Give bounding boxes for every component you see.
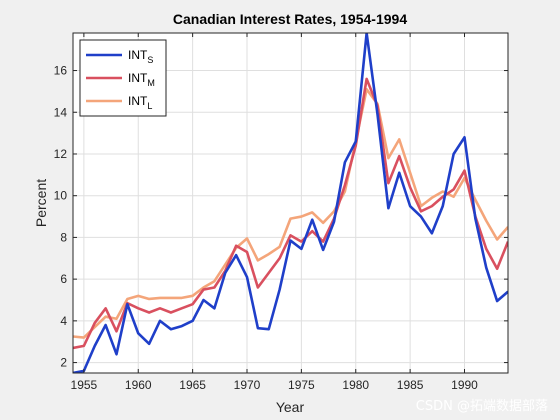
series-lines bbox=[73, 33, 508, 373]
y-axis-label: Percent bbox=[33, 179, 49, 227]
x-tick-label: 1965 bbox=[179, 378, 206, 392]
legend-label-subscript: M bbox=[147, 78, 155, 88]
series-line-l bbox=[73, 88, 508, 339]
y-tick-label: 10 bbox=[54, 189, 68, 203]
y-tick-label: 4 bbox=[60, 314, 67, 328]
x-tick-label: 1955 bbox=[71, 378, 98, 392]
series-line-m bbox=[73, 77, 508, 350]
legend-label-text: INT bbox=[128, 48, 148, 62]
x-tick-label: 1980 bbox=[342, 378, 369, 392]
x-tick-label: 1975 bbox=[288, 378, 315, 392]
y-tick-label: 8 bbox=[60, 230, 67, 244]
y-tick-label: 16 bbox=[54, 64, 68, 78]
y-tick-label: 6 bbox=[60, 272, 67, 286]
ticks: 1955 1960 1965 1970 1975 1980 1985 1990 2 4 6 8 10 12… bbox=[54, 33, 508, 392]
axes-box bbox=[72, 32, 509, 374]
y-tick-label: 14 bbox=[54, 105, 68, 119]
x-tick-label: 1960 bbox=[125, 378, 152, 392]
x-tick-label: 1970 bbox=[234, 378, 261, 392]
legend-label: INTS bbox=[128, 48, 153, 65]
x-tick-label: 1990 bbox=[451, 378, 478, 392]
series-line-s bbox=[73, 33, 508, 373]
watermark-text: CSDN @拓端数据部落 bbox=[416, 399, 548, 414]
legend-label-text: INT bbox=[128, 71, 148, 85]
y-tick-label: 12 bbox=[54, 147, 68, 161]
legend-label-subscript: L bbox=[147, 101, 152, 111]
y-tick-label: 2 bbox=[60, 356, 67, 370]
x-tick-label: 1985 bbox=[397, 378, 424, 392]
legend-label-subscript: S bbox=[147, 55, 153, 65]
legend-label: INTL bbox=[128, 94, 152, 111]
x-axis-label: Year bbox=[276, 399, 305, 415]
legend-label: INTM bbox=[128, 71, 155, 88]
grid bbox=[73, 33, 508, 373]
legend-label-text: INT bbox=[128, 94, 148, 108]
chart-title: Canadian Interest Rates, 1954-1994 bbox=[173, 11, 407, 27]
